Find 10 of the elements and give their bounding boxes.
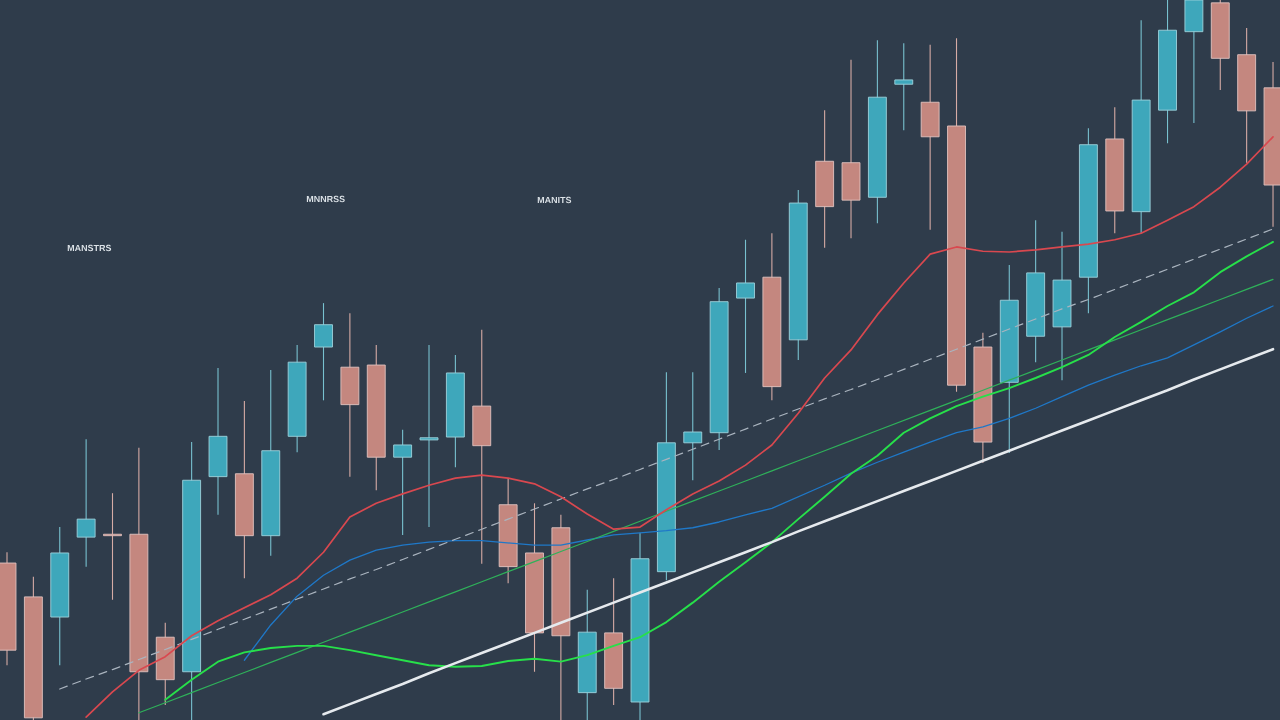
candlestick: [894, 42, 914, 131]
candlestick: [736, 239, 755, 374]
annotation: MANITS: [537, 196, 572, 204]
candlestick: [314, 302, 333, 401]
candlestick: [76, 438, 96, 568]
annotation: MNNRSS: [306, 195, 345, 203]
candlestick: [683, 371, 703, 481]
candlestick: [393, 429, 413, 536]
annotation: MANSTRS: [67, 244, 112, 252]
candlestick: [419, 344, 439, 528]
